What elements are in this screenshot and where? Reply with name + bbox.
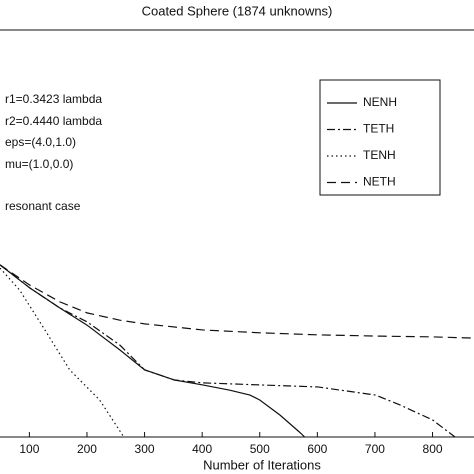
x-tick-label: 500 [250,442,270,456]
x-tick-label: 200 [77,442,97,456]
annotation: r1=0.3423 lambda [5,92,102,106]
legend-box [319,79,441,196]
legend-label: TENH [363,148,396,162]
annotation: resonant case [5,199,81,213]
series-line [0,264,456,438]
legend-label: NENH [363,95,397,109]
series-line [0,264,474,339]
x-tick-label: 400 [192,442,212,456]
series-line [0,267,125,438]
legend-label: NETH [363,175,396,189]
x-tick-label: 300 [135,442,155,456]
annotation: eps=(4.0,1.0) [5,135,76,149]
annotation: mu=(1.0,0.0) [5,157,73,171]
legend-label: TETH [363,122,394,136]
x-tick-label: 100 [19,442,39,456]
x-tick-label: 600 [307,442,327,456]
chart-title: Coated Sphere (1874 unknowns) [142,3,333,18]
x-tick-label: 800 [423,442,443,456]
x-tick-label: 700 [365,442,385,456]
x-axis-label: Number of Iterations [203,457,321,472]
annotation: r2=0.4440 lambda [5,114,102,128]
series-line [0,264,306,438]
